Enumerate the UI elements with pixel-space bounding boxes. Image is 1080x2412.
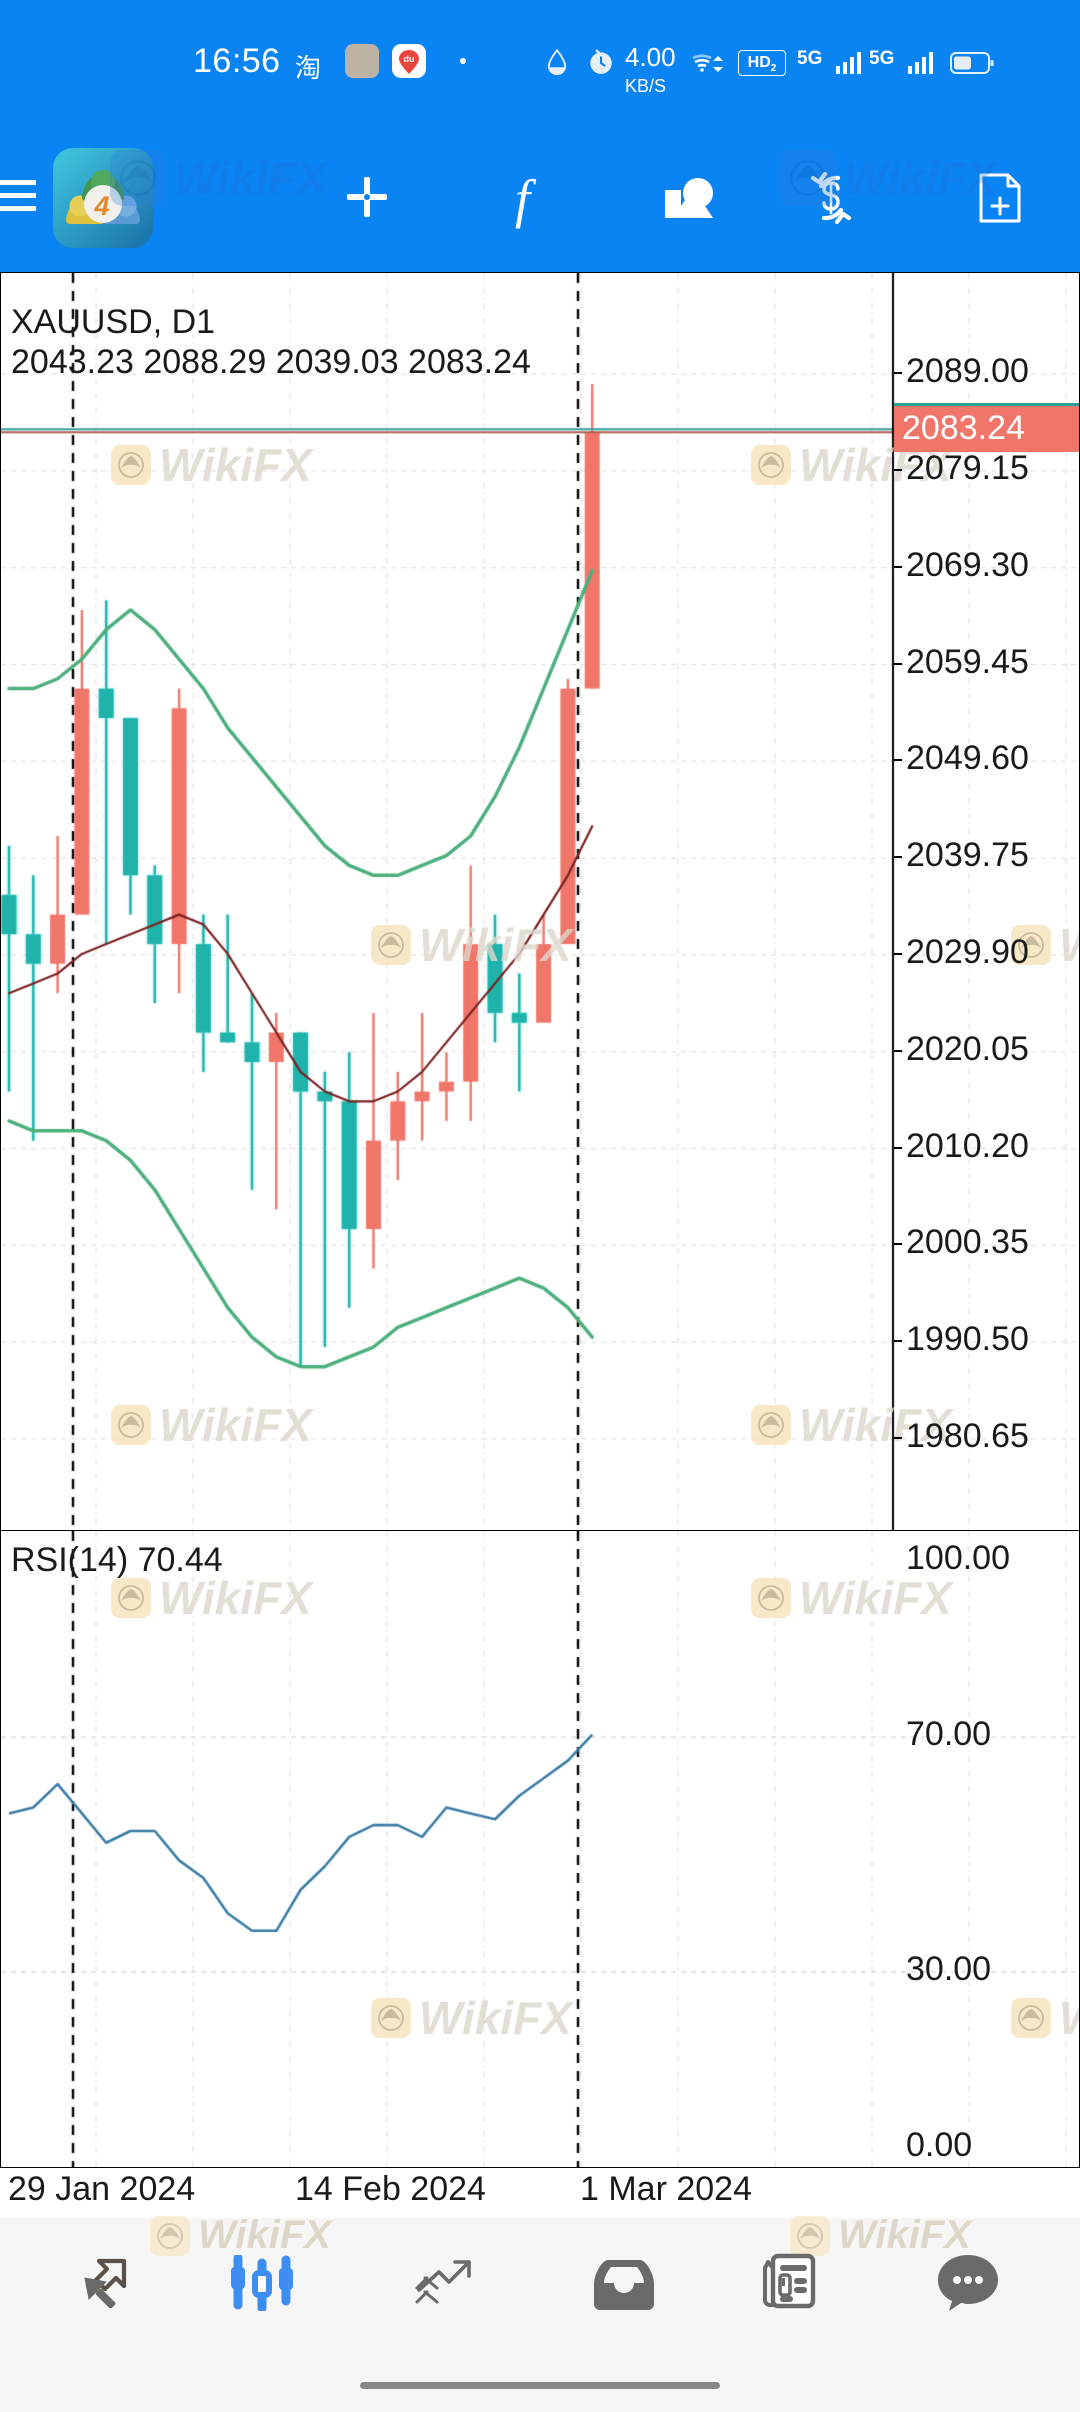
svg-text:4: 4: [93, 191, 109, 221]
svg-text:du: du: [404, 54, 415, 64]
